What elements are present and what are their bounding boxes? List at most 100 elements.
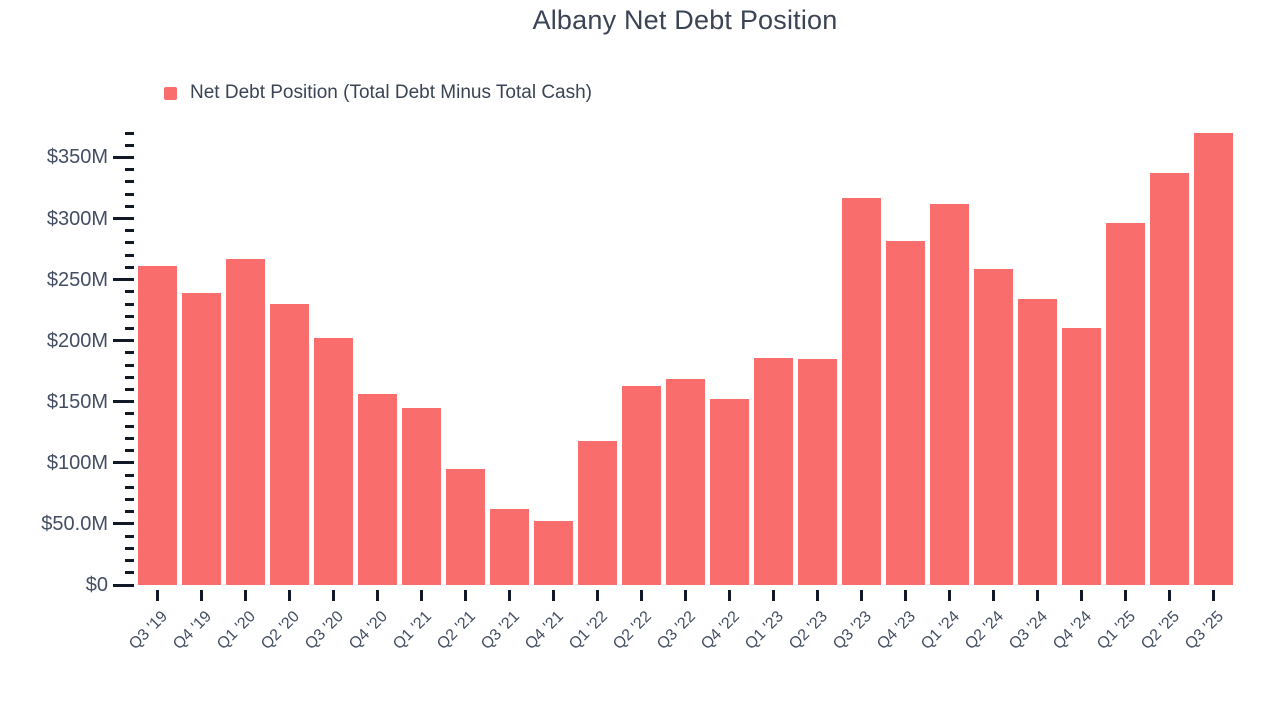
x-axis-tick bbox=[507, 590, 511, 601]
bar-q3-20[interactable] bbox=[313, 338, 353, 585]
y-axis-label: $100M bbox=[46, 451, 108, 474]
y-axis-minor-tick bbox=[125, 559, 134, 563]
y-axis-minor-tick bbox=[125, 131, 134, 135]
x-axis-tick bbox=[771, 590, 775, 601]
y-axis-minor-tick bbox=[125, 314, 134, 318]
y-axis-major-tick bbox=[113, 522, 134, 526]
x-axis-tick bbox=[1079, 590, 1083, 601]
y-axis-label: $0 bbox=[85, 574, 108, 596]
x-axis-tick bbox=[551, 590, 555, 601]
x-axis-tick bbox=[683, 590, 687, 601]
y-axis-label: $250M bbox=[46, 268, 108, 291]
y-axis-minor-tick bbox=[125, 302, 134, 306]
bar-q3-23[interactable] bbox=[841, 197, 881, 585]
y-axis-minor-tick bbox=[125, 424, 134, 428]
y-axis-minor-tick bbox=[125, 143, 134, 147]
y-axis-minor-tick bbox=[125, 192, 134, 196]
bar-q4-23[interactable] bbox=[885, 240, 925, 585]
bar-q3-21[interactable] bbox=[489, 509, 529, 585]
bar-q3-19[interactable] bbox=[137, 266, 177, 585]
x-axis-tick bbox=[199, 590, 203, 601]
x-axis-tick bbox=[1123, 590, 1127, 601]
y-axis-major-tick bbox=[113, 400, 134, 404]
x-axis-tick bbox=[859, 590, 863, 601]
y-axis-major-tick bbox=[113, 339, 134, 343]
x-axis-tick bbox=[595, 590, 599, 601]
bar-q2-20[interactable] bbox=[269, 304, 309, 585]
x-axis-tick bbox=[331, 590, 335, 601]
y-axis-minor-tick bbox=[125, 168, 134, 172]
y-axis-minor-tick bbox=[125, 534, 134, 538]
x-axis-tick bbox=[639, 590, 643, 601]
bar-q1-23[interactable] bbox=[753, 357, 793, 585]
bar-q3-24[interactable] bbox=[1017, 299, 1057, 585]
bar-q2-21[interactable] bbox=[445, 468, 485, 585]
bar-q4-24[interactable] bbox=[1061, 328, 1101, 585]
chart-title: Albany Net Debt Position bbox=[532, 5, 838, 35]
y-axis-label: $50.0M bbox=[41, 512, 108, 535]
y-axis-label: $350M bbox=[46, 146, 108, 169]
y-axis-minor-tick bbox=[125, 241, 134, 245]
y-axis-minor-tick bbox=[125, 497, 134, 501]
bar-q2-25[interactable] bbox=[1149, 173, 1189, 585]
x-axis-tick bbox=[1167, 590, 1171, 601]
y-axis-label: $200M bbox=[46, 329, 108, 352]
y-axis-minor-tick bbox=[125, 412, 134, 416]
bar-q4-21[interactable] bbox=[533, 521, 573, 585]
x-axis-tick bbox=[155, 590, 159, 601]
y-axis-minor-tick bbox=[125, 180, 134, 184]
y-axis-minor-tick bbox=[125, 546, 134, 550]
y-axis-minor-tick bbox=[125, 571, 134, 575]
x-axis-tick bbox=[375, 590, 379, 601]
y-axis-major-tick bbox=[113, 278, 134, 282]
legend[interactable]: Net Debt Position (Total Debt Minus Tota… bbox=[164, 82, 592, 104]
y-axis-label: $150M bbox=[46, 390, 108, 413]
legend-swatch-icon bbox=[164, 86, 177, 100]
y-axis-major-tick bbox=[113, 155, 134, 159]
y-axis-minor-tick bbox=[125, 510, 134, 514]
bar-q1-24[interactable] bbox=[929, 203, 969, 585]
bar-q4-22[interactable] bbox=[709, 399, 749, 585]
bar-q3-22[interactable] bbox=[665, 378, 705, 585]
y-axis-label: $300M bbox=[46, 207, 108, 230]
y-axis-minor-tick bbox=[125, 253, 134, 257]
bar-q1-25[interactable] bbox=[1105, 223, 1145, 585]
x-axis-tick bbox=[243, 590, 247, 601]
y-axis-minor-tick bbox=[125, 204, 134, 208]
bar-q3-25[interactable] bbox=[1193, 133, 1233, 585]
bar-q2-24[interactable] bbox=[973, 268, 1013, 585]
x-axis-tick bbox=[991, 590, 995, 601]
bar-q1-22[interactable] bbox=[577, 440, 617, 585]
y-axis-minor-tick bbox=[125, 265, 134, 269]
x-axis-tick bbox=[419, 590, 423, 601]
x-axis-tick bbox=[903, 590, 907, 601]
y-axis-minor-tick bbox=[125, 290, 134, 294]
x-axis-tick bbox=[1211, 590, 1215, 601]
y-axis-major-tick bbox=[113, 217, 134, 220]
legend-label: Net Debt Position (Total Debt Minus Tota… bbox=[190, 82, 592, 103]
bar-q4-20[interactable] bbox=[357, 394, 397, 585]
x-axis-tick bbox=[287, 590, 291, 601]
bar-q4-19[interactable] bbox=[181, 293, 221, 585]
bar-q1-21[interactable] bbox=[401, 407, 441, 585]
y-axis-minor-tick bbox=[125, 473, 134, 477]
y-axis-minor-tick bbox=[125, 326, 134, 330]
bar-q2-22[interactable] bbox=[621, 385, 661, 585]
y-axis-minor-tick bbox=[125, 388, 134, 392]
bar-q2-23[interactable] bbox=[797, 359, 837, 585]
y-axis-minor-tick bbox=[125, 351, 134, 355]
y-axis-major-tick bbox=[113, 583, 134, 587]
x-axis-tick bbox=[727, 590, 731, 601]
y-axis-minor-tick bbox=[125, 436, 134, 440]
x-axis-tick bbox=[947, 590, 951, 601]
y-axis-major-tick bbox=[113, 461, 134, 465]
x-axis-tick bbox=[1035, 590, 1039, 601]
y-axis-minor-tick bbox=[125, 375, 134, 379]
bar-q1-20[interactable] bbox=[225, 258, 265, 585]
y-axis-minor-tick bbox=[125, 363, 134, 367]
y-axis-minor-tick bbox=[125, 449, 134, 453]
y-axis-minor-tick bbox=[125, 485, 134, 489]
y-axis-minor-tick bbox=[125, 229, 134, 233]
